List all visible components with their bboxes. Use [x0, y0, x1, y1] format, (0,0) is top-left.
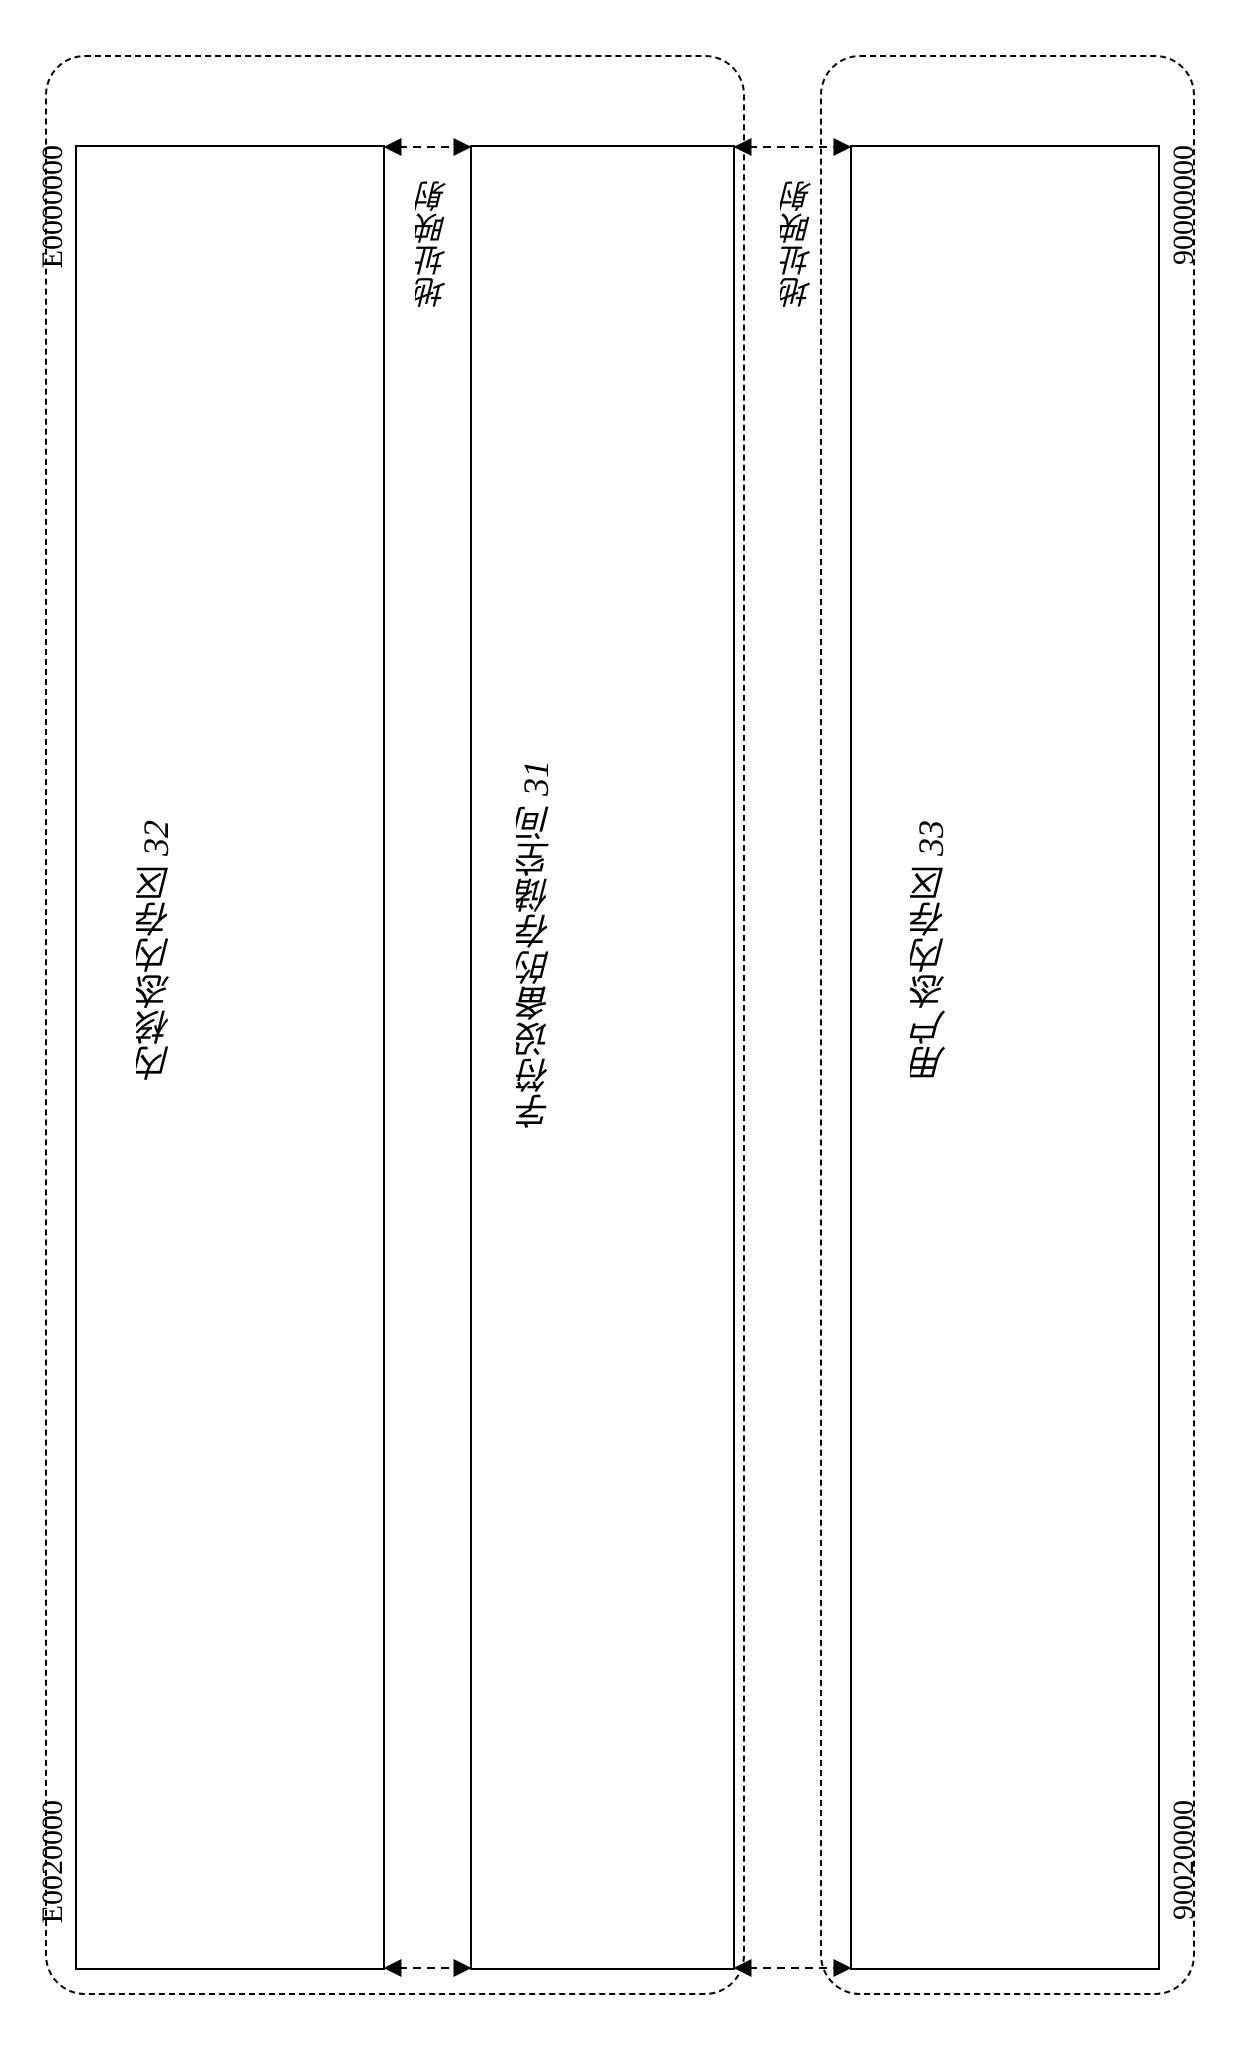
chardev-label: 字符设备的存储空间 31 [510, 760, 562, 1129]
user-memory-label: 用户态内存区 33 [905, 820, 957, 1081]
mapping-label-1: 地址映射 [410, 180, 456, 308]
kernel-addr-top: E0000000 [36, 145, 70, 268]
diagram-canvas: 内核态 用户态 内核态内存区 32 E0000000 E0020000 字符设备… [0, 0, 1240, 2047]
kernel-memory-box [75, 145, 385, 1970]
mapping-label-2: 地址映射 [775, 180, 821, 308]
user-addr-top: 90000000 [1167, 145, 1201, 265]
kernel-addr-bottom: E0020000 [36, 1800, 70, 1923]
user-memory-box [850, 145, 1160, 1970]
kernel-memory-label: 内核态内存区 32 [130, 820, 182, 1081]
user-addr-bottom: 90020000 [1167, 1800, 1201, 1920]
